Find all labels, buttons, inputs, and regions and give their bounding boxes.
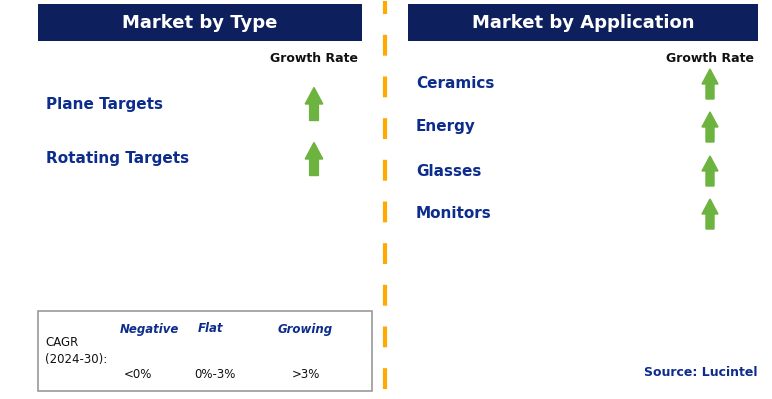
Text: Monitors: Monitors	[416, 207, 492, 221]
FancyBboxPatch shape	[38, 311, 372, 391]
Polygon shape	[702, 112, 718, 142]
Polygon shape	[215, 344, 242, 358]
Text: Market by Type: Market by Type	[122, 14, 278, 32]
Polygon shape	[702, 156, 718, 186]
Text: Growth Rate: Growth Rate	[666, 53, 754, 65]
Text: Source: Lucintel: Source: Lucintel	[645, 367, 758, 379]
Polygon shape	[323, 338, 337, 364]
Polygon shape	[305, 142, 323, 176]
Text: Negative: Negative	[120, 322, 179, 336]
Polygon shape	[702, 199, 718, 229]
Polygon shape	[702, 69, 718, 99]
Text: Glasses: Glasses	[416, 164, 482, 178]
Polygon shape	[305, 87, 323, 120]
Text: 0%-3%: 0%-3%	[194, 369, 235, 381]
Text: Ceramics: Ceramics	[416, 77, 494, 91]
FancyBboxPatch shape	[408, 4, 758, 41]
Text: Rotating Targets: Rotating Targets	[46, 152, 189, 166]
FancyBboxPatch shape	[38, 4, 362, 41]
Text: Flat: Flat	[198, 322, 224, 336]
Text: Plane Targets: Plane Targets	[46, 97, 163, 111]
Text: Growing: Growing	[278, 322, 334, 336]
Text: Energy: Energy	[416, 119, 476, 134]
Text: Growth Rate: Growth Rate	[270, 53, 358, 65]
Text: >3%: >3%	[292, 369, 320, 381]
Text: Market by Application: Market by Application	[472, 14, 694, 32]
Text: CAGR: CAGR	[45, 336, 78, 348]
Text: <0%: <0%	[124, 369, 152, 381]
Text: (2024-30):: (2024-30):	[45, 354, 107, 367]
Polygon shape	[161, 338, 174, 364]
